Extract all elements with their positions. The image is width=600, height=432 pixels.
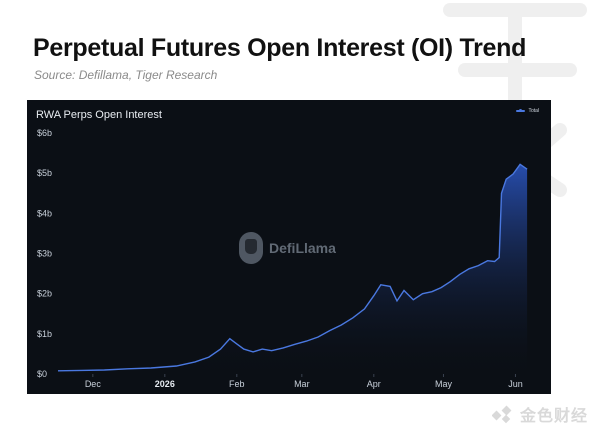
- y-tick-label: $6b: [37, 128, 52, 138]
- y-tick-label: $3b: [37, 249, 52, 259]
- legend-swatch: [516, 109, 526, 112]
- x-tick-label: Apr: [367, 379, 381, 389]
- y-axis: $0 $1b $2b $3b $4b $5b $6b: [37, 128, 52, 379]
- chart-title: RWA Perps Open Interest: [36, 109, 162, 121]
- y-tick-label: $4b: [37, 208, 52, 218]
- series-area: [58, 164, 528, 374]
- defillama-watermark: DefiLlama: [239, 232, 336, 264]
- legend-label: Total: [528, 108, 539, 114]
- y-tick-label: $1b: [37, 329, 52, 339]
- x-tick-label: 2026: [155, 379, 175, 389]
- y-tick-label: $5b: [37, 168, 52, 178]
- brand-mark: 金色财经: [491, 402, 588, 426]
- page-title: Perpetual Futures Open Interest (OI) Tre…: [33, 34, 527, 62]
- legend: Total: [516, 108, 539, 114]
- x-tick-label: May: [435, 379, 453, 389]
- x-tick-label: Mar: [294, 379, 310, 389]
- y-tick-label: $2b: [37, 289, 52, 299]
- llama-logo-icon: [239, 232, 263, 264]
- x-tick-label: Dec: [85, 379, 102, 389]
- oi-area-chart: $0 $1b $2b $3b $4b $5b $6b Dec 2026 Feb Mar Apr May…: [37, 128, 528, 389]
- watermark-text: DefiLlama: [269, 240, 336, 256]
- series-line: [57, 163, 528, 372]
- x-axis: Dec 2026 Feb Mar Apr May Jun: [85, 374, 523, 389]
- x-tick-label: Jun: [508, 379, 523, 389]
- brand-text: 金色财经: [519, 406, 588, 425]
- y-tick-label: $0: [37, 369, 47, 379]
- x-tick-label: Feb: [229, 379, 245, 389]
- source-caption: Source: Defillama, Tiger Research: [34, 68, 218, 82]
- jinse-logo-icon: [491, 405, 512, 424]
- chart-panel: $0 $1b $2b $3b $4b $5b $6b Dec 2026 Feb Mar Apr May…: [27, 100, 551, 394]
